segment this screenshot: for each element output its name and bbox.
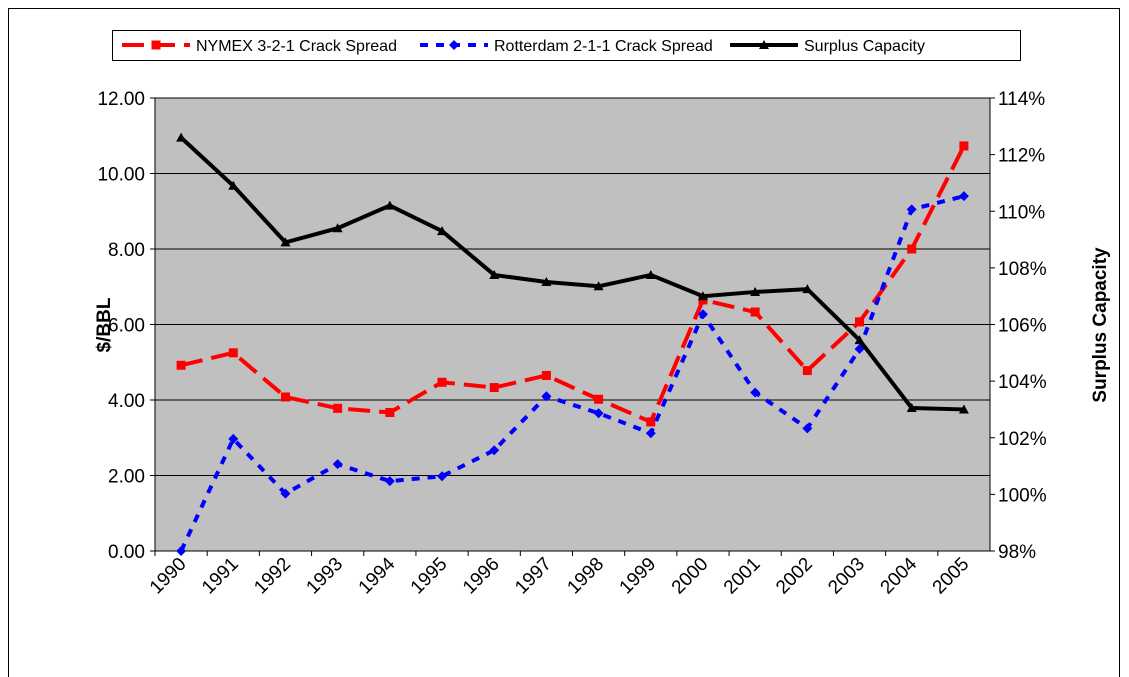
point [854,335,865,345]
point [151,40,161,50]
point [645,269,656,279]
point [489,269,500,279]
point [176,546,187,556]
series-line [179,136,964,412]
y2-axis-label: Surplus Capacity [1090,247,1111,403]
point [646,417,656,427]
point [449,40,459,50]
point [384,200,395,210]
y2-tick-label: 100% [998,485,1047,506]
point [489,383,499,393]
point [802,423,813,434]
point [176,132,187,142]
point [759,40,769,49]
point [750,286,761,296]
point [385,407,395,417]
y2-tick-label: 112% [998,146,1045,167]
legend-box [112,30,1021,61]
point [855,317,865,327]
point [437,377,447,387]
y-tick-label: 4.00 [108,391,145,412]
y-tick-label: 10.00 [97,165,145,186]
point [541,391,552,402]
point [332,223,343,233]
point [906,204,917,215]
point [176,360,186,370]
point [489,445,500,456]
y-axis-label: $/BBL [94,297,115,352]
legend-label: NYMEX 3-2-1 Crack Spread [196,38,397,55]
series-line [179,194,965,552]
y-tick-label: 6.00 [108,316,145,337]
legend-label: Surplus Capacity [804,38,925,55]
point [541,370,551,380]
y2-tick-label: 102% [998,429,1047,450]
point [750,307,760,317]
y2-tick-label: 114% [998,89,1045,110]
point [802,284,813,294]
point [593,408,604,419]
y2-tick-label: 108% [998,259,1047,280]
point [280,392,290,402]
point [958,404,969,414]
point [384,476,395,487]
point [332,459,343,470]
y2-tick-label: 98% [998,542,1036,563]
point [750,387,761,398]
y2-tick-label: 106% [998,316,1047,337]
point [958,191,969,202]
point [280,237,291,247]
point [228,433,239,444]
y-tick-label: 12.00 [97,89,145,110]
y-tick-label: 2.00 [108,467,145,488]
y2-tick-label: 110% [998,202,1045,223]
legend-label: Rotterdam 2-1-1 Crack Spread [494,38,713,55]
point [333,403,343,413]
point [959,141,969,151]
point [541,277,552,287]
point [697,309,708,320]
point [594,394,604,404]
point [593,281,604,291]
point [802,366,812,376]
point [697,291,708,301]
point [437,226,448,236]
point [280,488,291,499]
point [228,348,238,358]
point [907,244,917,254]
point [906,403,917,413]
y2-tick-label: 104% [998,372,1047,393]
y-tick-label: 0.00 [108,542,145,563]
point [228,180,239,190]
series-line [180,145,966,425]
point [645,428,656,439]
y-tick-label: 8.00 [108,240,145,261]
point [437,471,448,482]
